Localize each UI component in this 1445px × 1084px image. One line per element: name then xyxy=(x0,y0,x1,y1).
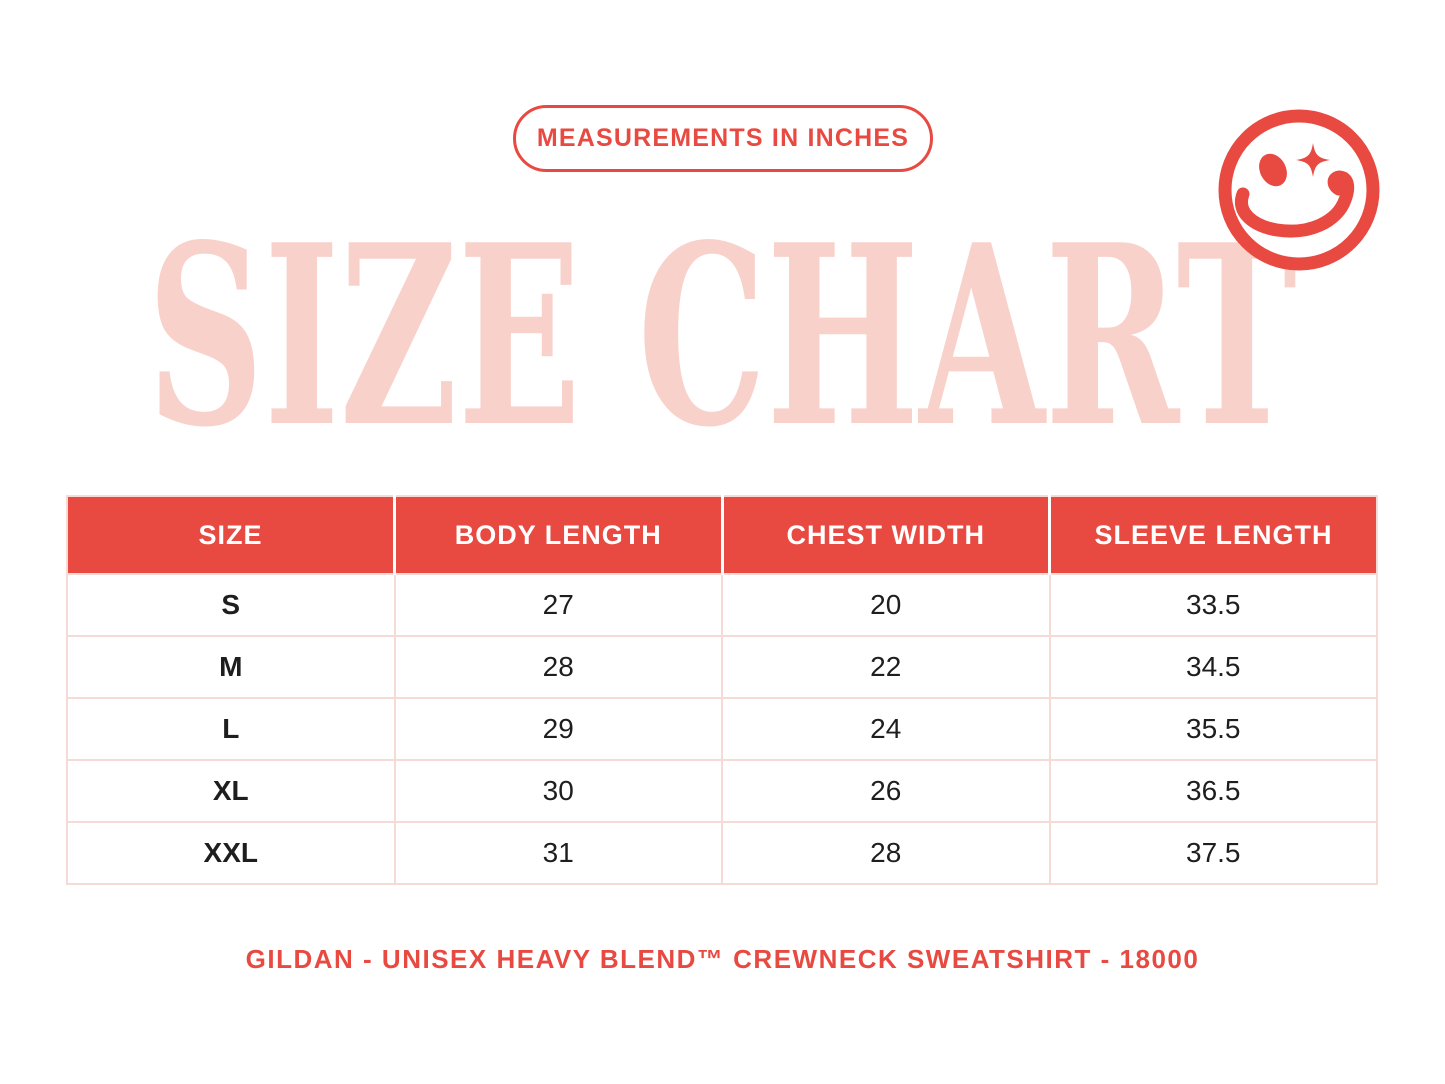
body-length-cell: 30 xyxy=(393,759,723,823)
column-header-chest-width: CHEST WIDTH xyxy=(720,496,1050,574)
smiley-star-eye xyxy=(1296,143,1330,177)
chest-width-cell: 26 xyxy=(721,759,1051,823)
table-row-l: L 29 24 35.5 xyxy=(66,697,1378,761)
body-length-cell: 28 xyxy=(393,635,723,699)
sleeve-length-cell: 36.5 xyxy=(1048,759,1378,823)
smiley-left-eye xyxy=(1259,153,1287,187)
chest-width-cell: 20 xyxy=(721,573,1051,637)
body-length-cell: 27 xyxy=(393,573,723,637)
sleeve-length-cell: 37.5 xyxy=(1048,821,1378,885)
winking-smiley-icon xyxy=(1218,109,1380,271)
size-cell: XL xyxy=(66,759,396,823)
size-table: SIZE BODY LENGTH CHEST WIDTH SLEEVE LENG… xyxy=(66,495,1378,885)
chest-width-cell: 22 xyxy=(721,635,1051,699)
chest-width-cell: 24 xyxy=(721,697,1051,761)
page-title: SIZE CHART xyxy=(142,191,1302,482)
smiley-smile xyxy=(1235,170,1355,238)
sleeve-length-cell: 33.5 xyxy=(1048,573,1378,637)
table-row-xxl: XXL 31 28 37.5 xyxy=(66,821,1378,885)
table-header-row: SIZE BODY LENGTH CHEST WIDTH SLEEVE LENG… xyxy=(67,496,1377,574)
table-row-xl: XL 30 26 36.5 xyxy=(66,759,1378,823)
size-cell: S xyxy=(66,573,396,637)
page-title-text: SIZE CHART xyxy=(147,233,1297,438)
chest-width-cell: 28 xyxy=(721,821,1051,885)
body-length-cell: 31 xyxy=(393,821,723,885)
size-cell: XXL xyxy=(66,821,396,885)
body-length-cell: 29 xyxy=(393,697,723,761)
sleeve-length-cell: 34.5 xyxy=(1048,635,1378,699)
column-header-size: SIZE xyxy=(67,496,395,574)
table-row-s: S 27 20 33.5 xyxy=(66,573,1378,637)
table-row-m: M 28 22 34.5 xyxy=(66,635,1378,699)
sleeve-length-cell: 35.5 xyxy=(1048,697,1378,761)
footer-product-name-text: GILDAN - UNISEX HEAVY BLEND™ CREWNECK SW… xyxy=(245,944,1200,974)
measurements-badge-label: MEASUREMENTS IN INCHES xyxy=(536,124,910,152)
column-header-sleeve-length: SLEEVE LENGTH xyxy=(1048,496,1377,574)
footer-product-name: GILDAN - UNISEX HEAVY BLEND™ CREWNECK SW… xyxy=(0,944,1445,975)
size-cell: M xyxy=(66,635,396,699)
page-title-svg: SIZE CHART xyxy=(147,191,1297,482)
size-cell: L xyxy=(66,697,396,761)
measurements-badge: MEASUREMENTS IN INCHES xyxy=(513,105,933,172)
column-header-body-length: BODY LENGTH xyxy=(393,496,722,574)
